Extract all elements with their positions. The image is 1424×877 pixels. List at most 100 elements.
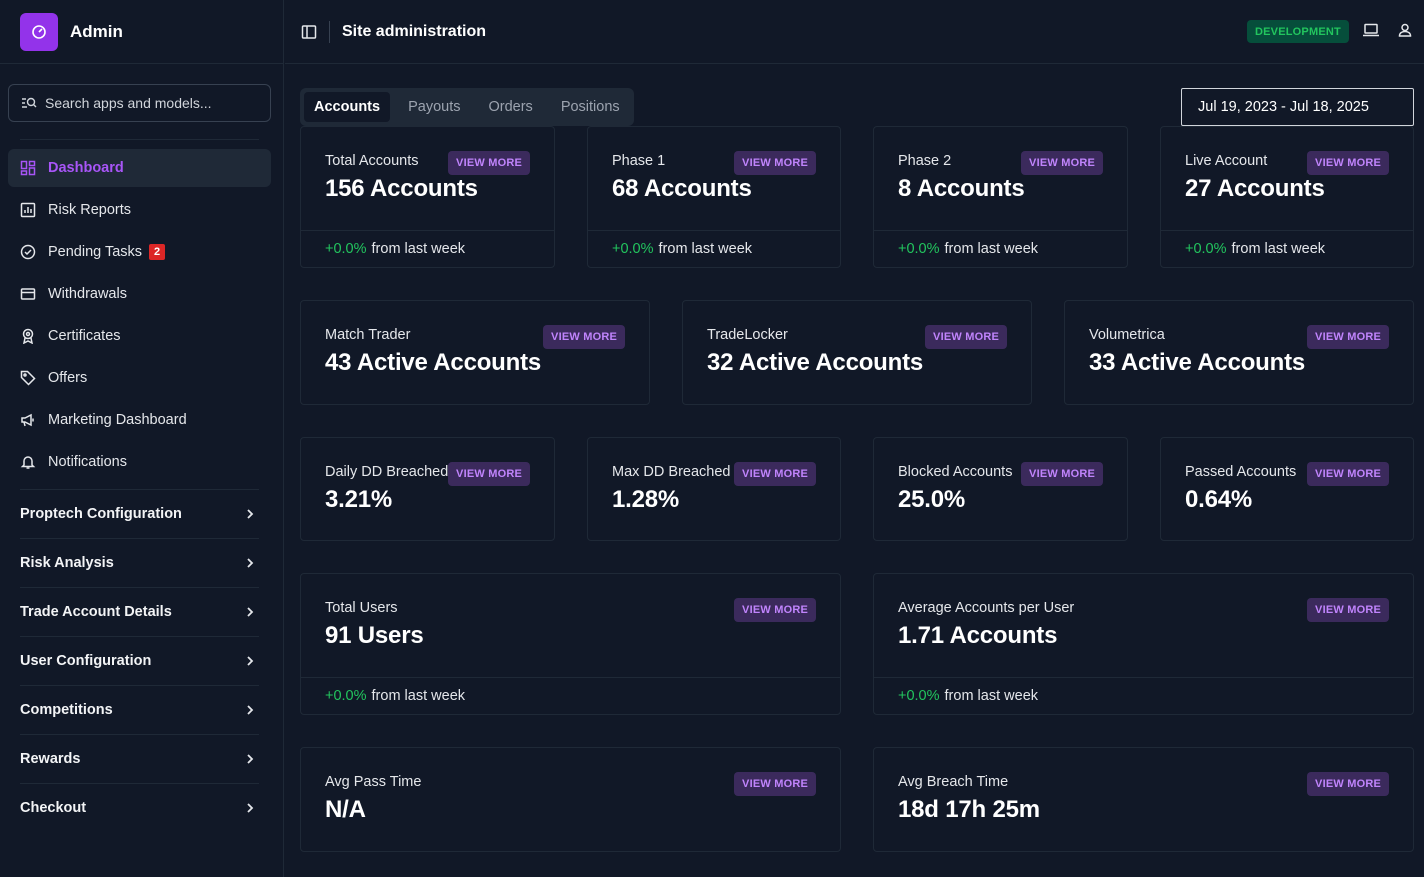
- bell-icon: [20, 456, 36, 469]
- card-label: Daily DD Breached: [325, 464, 449, 480]
- card-total-users: Total Users 91 Users VIEW MORE +0.0% fro…: [300, 573, 841, 715]
- sidebar-group-rewards[interactable]: Rewards: [20, 735, 259, 783]
- sidebar-group-proptech-configuration[interactable]: Proptech Configuration: [20, 490, 259, 538]
- view-more-button[interactable]: VIEW MORE: [1307, 462, 1389, 486]
- sidebar-item-label: Notifications: [48, 454, 127, 470]
- page-title: Site administration: [342, 22, 487, 40]
- sidebar-item-risk-reports[interactable]: Risk Reports: [8, 191, 271, 229]
- sidebar-group-checkout[interactable]: Checkout: [20, 784, 259, 832]
- card-value: 25.0%: [898, 486, 966, 513]
- sidebar-item-notifications[interactable]: Notifications: [8, 443, 271, 481]
- sidebar-group-user-configuration[interactable]: User Configuration: [20, 637, 259, 685]
- sidebar-group-label: Checkout: [20, 800, 87, 816]
- view-more-button[interactable]: VIEW MORE: [925, 325, 1007, 349]
- change-caption: from last week: [658, 241, 753, 257]
- card-value: 0.64%: [1185, 486, 1253, 513]
- sidebar-item-withdrawals[interactable]: Withdrawals: [8, 275, 271, 313]
- sidebar-toggle-button[interactable]: [301, 24, 317, 40]
- card-label: Match Trader: [325, 327, 411, 343]
- card-footer: +0.0% from last week: [874, 677, 1413, 714]
- sidebar-group-label: User Configuration: [20, 653, 152, 669]
- view-more-button[interactable]: VIEW MORE: [734, 772, 816, 796]
- view-more-button[interactable]: VIEW MORE: [734, 151, 816, 175]
- search-input[interactable]: Search apps and models...: [8, 84, 271, 122]
- sidebar-item-label: Marketing Dashboard: [48, 412, 187, 428]
- sidebar-group-trade-account-details[interactable]: Trade Account Details: [20, 588, 259, 636]
- sidebar-item-marketing-dashboard[interactable]: Marketing Dashboard: [8, 401, 271, 439]
- card-phase-2: Phase 2 8 Accounts VIEW MORE +0.0% from …: [873, 126, 1128, 268]
- brand-title: Admin: [70, 21, 123, 41]
- sidebar-item-label: Offers: [48, 370, 88, 386]
- change-caption: from last week: [371, 688, 466, 704]
- sidebar-group-risk-analysis[interactable]: Risk Analysis: [20, 539, 259, 587]
- sidebar-group-competitions[interactable]: Competitions: [20, 686, 259, 734]
- theme-toggle-button[interactable]: [1362, 22, 1380, 41]
- sidebar-item-label: Pending Tasks: [48, 244, 143, 260]
- pending-count-badge: 2: [149, 244, 166, 260]
- card-value: 1.28%: [612, 486, 680, 513]
- view-more-button[interactable]: VIEW MORE: [448, 151, 530, 175]
- chevron-right-icon: [247, 705, 254, 715]
- card-value: 156 Accounts: [325, 175, 478, 202]
- tab-positions[interactable]: Positions: [560, 99, 620, 115]
- card-live-account: Live Account 27 Accounts VIEW MORE +0.0%…: [1160, 126, 1414, 268]
- change-percent: +0.0%: [325, 241, 367, 257]
- tab-accounts[interactable]: Accounts: [304, 92, 391, 122]
- chevron-right-icon: [247, 509, 254, 519]
- chevron-right-icon: [247, 656, 254, 666]
- user-menu-button[interactable]: [1397, 22, 1413, 41]
- chart-icon: [20, 202, 36, 218]
- sidebar-item-certificates[interactable]: Certificates: [8, 317, 271, 355]
- date-range-picker[interactable]: Jul 19, 2023 - Jul 18, 2025: [1181, 88, 1414, 126]
- card-label: Blocked Accounts: [898, 464, 1013, 480]
- card-value: 18d 17h 25m: [898, 796, 1040, 823]
- card-label: Average Accounts per User: [898, 600, 1075, 616]
- sidebar-item-offers[interactable]: Offers: [8, 359, 271, 397]
- sidebar-item-dashboard[interactable]: Dashboard: [8, 149, 271, 187]
- card-label: Phase 1: [612, 153, 666, 169]
- view-more-button[interactable]: VIEW MORE: [1307, 325, 1389, 349]
- change-percent: +0.0%: [898, 688, 940, 704]
- card-value: 68 Accounts: [612, 175, 752, 202]
- tab-orders[interactable]: Orders: [488, 99, 533, 115]
- change-percent: +0.0%: [898, 241, 940, 257]
- search-icon: [22, 97, 37, 108]
- change-caption: from last week: [944, 241, 1039, 257]
- sidebar-item-pending-tasks[interactable]: Pending Tasks 2: [8, 233, 271, 271]
- megaphone-icon: [21, 413, 34, 427]
- view-more-button[interactable]: VIEW MORE: [734, 462, 816, 486]
- view-more-button[interactable]: VIEW MORE: [1307, 151, 1389, 175]
- view-more-button[interactable]: VIEW MORE: [1307, 598, 1389, 622]
- card-tradelocker: TradeLocker 32 Active Accounts VIEW MORE: [682, 300, 1032, 405]
- card-value: 32 Active Accounts: [707, 349, 924, 376]
- card-label: Total Accounts: [325, 153, 419, 169]
- tab-payouts[interactable]: Payouts: [408, 99, 461, 115]
- change-percent: +0.0%: [1185, 241, 1227, 257]
- search-placeholder: Search apps and models...: [45, 95, 212, 111]
- view-more-button[interactable]: VIEW MORE: [1021, 462, 1103, 486]
- card-volumetrica: Volumetrica 33 Active Accounts VIEW MORE: [1064, 300, 1414, 405]
- sidebar-item-label: Dashboard: [48, 160, 124, 176]
- chevron-right-icon: [247, 803, 254, 813]
- view-more-button[interactable]: VIEW MORE: [543, 325, 625, 349]
- change-caption: from last week: [1231, 241, 1326, 257]
- dashboard-gauge-icon: [20, 12, 58, 51]
- card-average-accounts-per-user: Average Accounts per User 1.71 Accounts …: [873, 573, 1414, 715]
- card-value: 8 Accounts: [898, 175, 1025, 202]
- card-match-trader: Match Trader 43 Active Accounts VIEW MOR…: [300, 300, 650, 405]
- card-value: 33 Active Accounts: [1089, 349, 1306, 376]
- view-more-button[interactable]: VIEW MORE: [1021, 151, 1103, 175]
- view-more-button[interactable]: VIEW MORE: [448, 462, 530, 486]
- card-daily-dd-breached: Daily DD Breached 3.21% VIEW MORE: [300, 437, 555, 541]
- laptop-icon: [1363, 23, 1379, 37]
- chevron-right-icon: [247, 607, 254, 617]
- brand[interactable]: Admin: [0, 0, 283, 64]
- card-total-accounts: Total Accounts 156 Accounts VIEW MORE +0…: [300, 126, 555, 268]
- card-value: N/A: [325, 796, 366, 823]
- sidebar-item-label: Withdrawals: [48, 286, 127, 302]
- view-more-button[interactable]: VIEW MORE: [1307, 772, 1389, 796]
- card-label: Total Users: [325, 600, 398, 616]
- card-avg-pass-time: Avg Pass Time N/A VIEW MORE: [300, 747, 841, 852]
- card-label: Volumetrica: [1089, 327, 1165, 343]
- view-more-button[interactable]: VIEW MORE: [734, 598, 816, 622]
